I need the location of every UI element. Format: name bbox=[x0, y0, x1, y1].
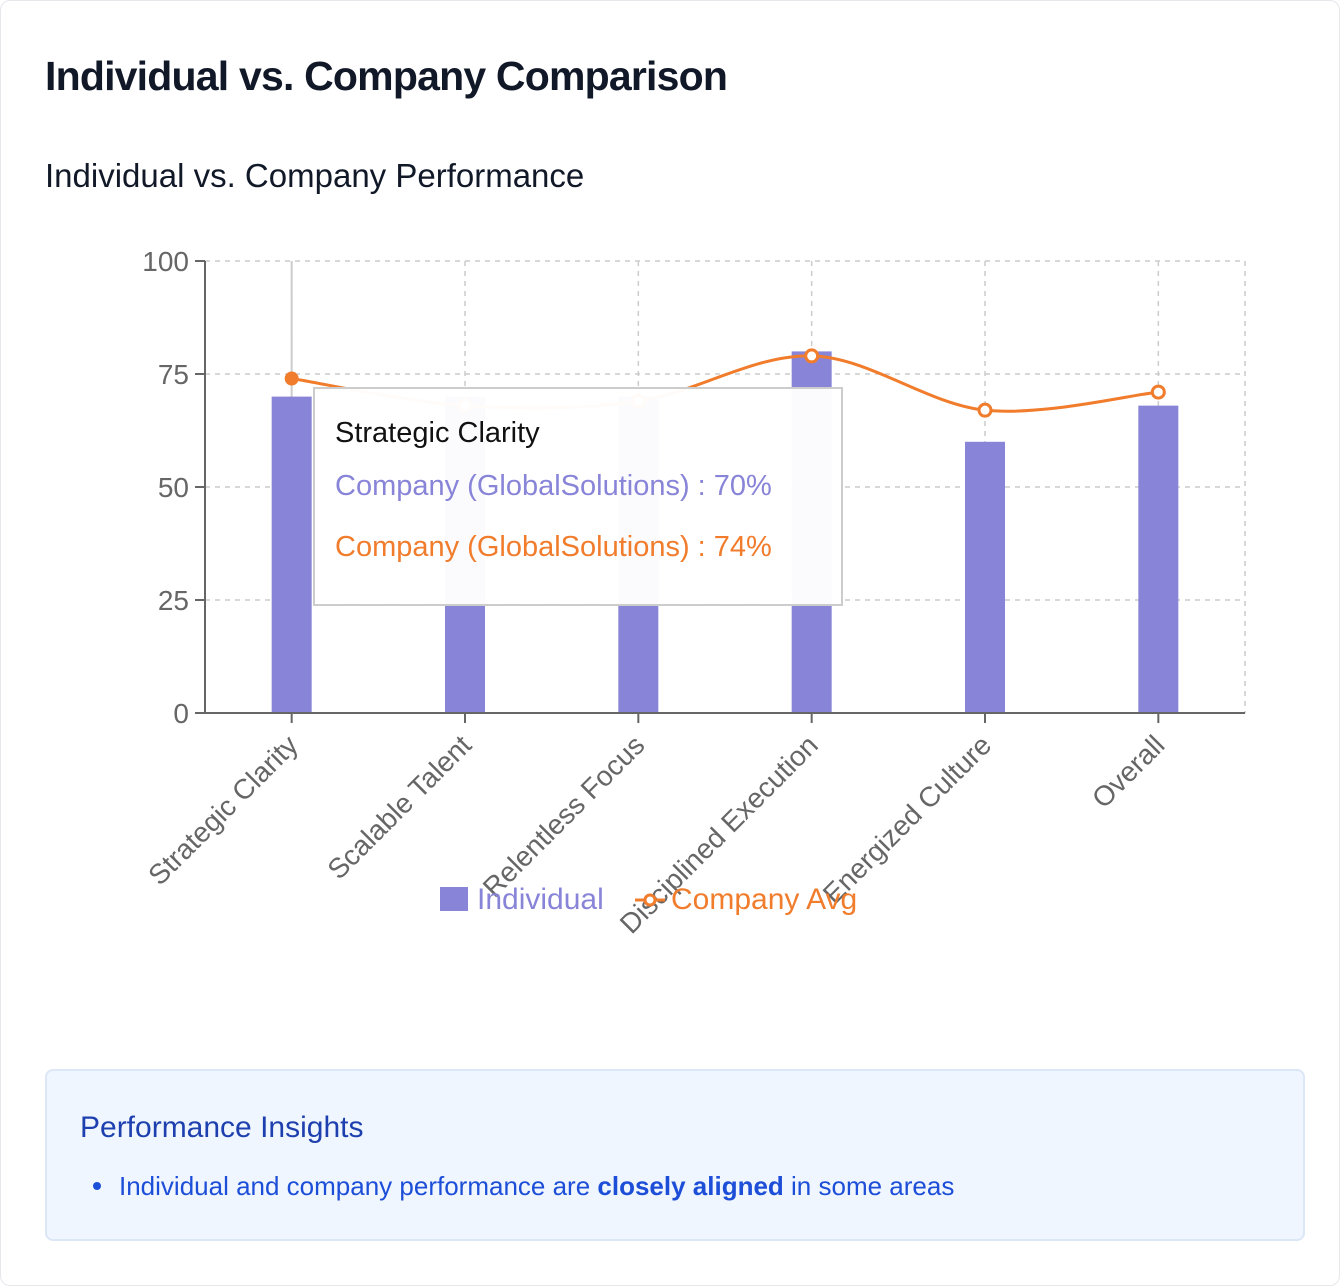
company-avg-point-5 bbox=[1150, 384, 1166, 400]
tooltip-row-individual: Company (GlobalSolutions) : 70% bbox=[335, 470, 772, 502]
insight-text-after: in some areas bbox=[783, 1171, 955, 1201]
legend-company-label: Company Avg bbox=[671, 883, 857, 916]
bullet-icon bbox=[93, 1182, 101, 1190]
bar-5 bbox=[1138, 405, 1179, 713]
x-tick-label: Scalable Talent bbox=[321, 729, 477, 885]
list-item: Individual and company performance are c… bbox=[87, 1171, 954, 1202]
legend-individual-swatch bbox=[440, 887, 468, 911]
insights-list: Individual and company performance are c… bbox=[87, 1171, 954, 1202]
insights-title: Performance Insights bbox=[80, 1111, 364, 1144]
company-avg-point-4 bbox=[977, 402, 993, 418]
page-title: Individual vs. Company Comparison bbox=[45, 53, 728, 99]
y-tick-label: 75 bbox=[158, 359, 189, 390]
company-avg-point-active bbox=[284, 371, 299, 386]
tooltip-label: Strategic Clarity bbox=[335, 417, 540, 449]
bar-0 bbox=[271, 396, 312, 713]
legend-individual-label: Individual bbox=[477, 883, 604, 916]
x-tick-label: Overall bbox=[1086, 729, 1171, 814]
y-tick-label: 50 bbox=[158, 472, 189, 503]
bar-4 bbox=[965, 441, 1005, 713]
legend-company-marker bbox=[643, 893, 657, 907]
company-avg-point-3 bbox=[804, 348, 820, 364]
y-tick-label: 0 bbox=[173, 698, 189, 729]
insight-text-bold: closely aligned bbox=[597, 1171, 784, 1201]
y-tick-label: 25 bbox=[158, 585, 189, 616]
y-tick-label: 100 bbox=[142, 246, 189, 277]
chart-title: Individual vs. Company Performance bbox=[45, 157, 585, 194]
chart-tooltip: Strategic Clarity Company (GlobalSolutio… bbox=[313, 387, 843, 606]
insights-panel: Performance Insights Individual and comp… bbox=[45, 1069, 1305, 1241]
x-tick-label: Relentless Focus bbox=[477, 729, 651, 903]
tooltip-row-company: Company (GlobalSolutions) : 74% bbox=[335, 531, 772, 563]
x-tick-label: Strategic Clarity bbox=[142, 729, 304, 891]
insight-text-before: Individual and company performance are bbox=[119, 1171, 598, 1201]
